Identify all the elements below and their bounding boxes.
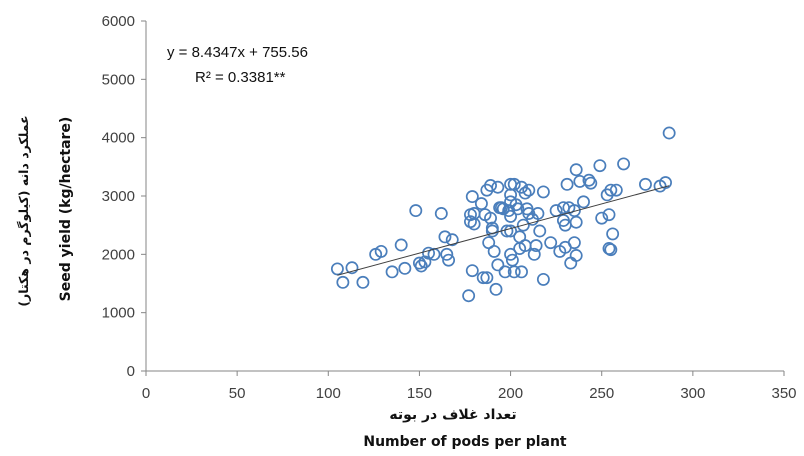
data-point (507, 177, 521, 191)
data-point (434, 207, 448, 220)
data-point (659, 176, 672, 190)
data-point (385, 265, 399, 279)
data-point (491, 180, 505, 194)
x-tick-label: 300 (680, 385, 705, 402)
data-point (602, 208, 616, 222)
data-point (549, 204, 563, 218)
y-tick-label: 1000 (102, 305, 135, 322)
data-point (569, 215, 583, 229)
data-point (496, 202, 510, 216)
data-point (462, 289, 476, 303)
data-point (440, 247, 454, 261)
data-point (465, 190, 479, 204)
x-axis-label-persian: تعداد غلاف در بوته (389, 407, 516, 423)
data-point (604, 183, 618, 197)
y-axis-label-persian: عملکرد دانه (کیلوگرم در هکتار) (16, 115, 32, 306)
data-point (527, 247, 541, 261)
data-point (544, 236, 558, 250)
data-point (356, 275, 370, 289)
data-point (536, 272, 550, 286)
x-tick-label: 0 (142, 385, 150, 402)
data-point (374, 244, 388, 258)
data-point (595, 211, 609, 225)
data-point (639, 177, 652, 191)
data-point (522, 183, 536, 197)
data-point (474, 197, 488, 211)
data-point (515, 265, 528, 279)
data-point (507, 265, 521, 279)
y-tick-label: 4000 (102, 130, 135, 147)
data-point (569, 163, 583, 177)
data-point (438, 230, 452, 244)
data-point (504, 247, 518, 261)
data-point (345, 261, 359, 275)
data-point (487, 244, 501, 258)
data-point (489, 282, 503, 296)
data-point (336, 275, 350, 289)
x-tick-label: 150 (407, 385, 432, 402)
data-point (577, 195, 590, 209)
y-tick-label: 6000 (102, 13, 135, 30)
data-point (531, 207, 545, 220)
data-point (567, 236, 581, 250)
data-point (491, 258, 505, 272)
x-axis-label-english: Number of pods per plant (363, 434, 567, 450)
data-point (394, 238, 408, 252)
data-point (536, 185, 550, 199)
data-points (330, 126, 676, 303)
y-tick-label: 5000 (102, 71, 135, 88)
data-point (511, 202, 525, 216)
y-tick-label: 0 (127, 363, 135, 380)
data-point (498, 265, 512, 279)
data-point (518, 186, 532, 200)
data-point (409, 204, 423, 218)
regression-equation: y = 8.4347x + 755.56 (167, 44, 308, 61)
data-point (504, 209, 518, 223)
x-tick-label: 50 (229, 385, 246, 402)
x-tick-label: 250 (589, 385, 614, 402)
data-point (584, 176, 598, 190)
data-point (560, 177, 574, 191)
x-tick-label: 200 (498, 385, 523, 402)
data-point (564, 256, 578, 270)
data-point (529, 239, 543, 253)
r-squared-label: R² = 0.3381** (195, 69, 286, 86)
x-tick-label: 350 (771, 385, 796, 402)
axes: 0 50 100 150 200 250 300 350 0 1000 2000 3000 4000 5… (102, 13, 797, 402)
y-axis-label-english: Seed yield (kg/hectare) (58, 117, 74, 302)
data-point (330, 262, 344, 276)
x-tick-label: 100 (316, 385, 341, 402)
x-axis-ticks: 0 50 100 150 200 250 300 350 (142, 371, 797, 402)
data-point (484, 211, 497, 225)
data-point (476, 271, 490, 285)
data-point (533, 224, 547, 238)
data-point (604, 243, 618, 257)
data-point (442, 253, 456, 267)
data-point (467, 217, 481, 231)
data-point (504, 224, 518, 238)
data-point (422, 246, 435, 260)
data-point (516, 218, 530, 232)
data-point (569, 249, 583, 262)
data-point (445, 233, 459, 247)
y-tick-label: 2000 (102, 246, 135, 263)
data-point (617, 157, 631, 171)
data-point (606, 227, 620, 241)
data-point (398, 261, 412, 275)
data-point (465, 264, 479, 278)
trendline (337, 185, 670, 276)
data-point (480, 271, 494, 285)
data-point (662, 126, 676, 140)
data-point (609, 183, 623, 197)
y-tick-label: 3000 (102, 188, 135, 205)
y-axis-ticks: 0 1000 2000 3000 4000 5000 6000 (102, 13, 146, 380)
data-point (414, 259, 428, 273)
data-point (484, 179, 497, 192)
data-point (593, 159, 607, 173)
